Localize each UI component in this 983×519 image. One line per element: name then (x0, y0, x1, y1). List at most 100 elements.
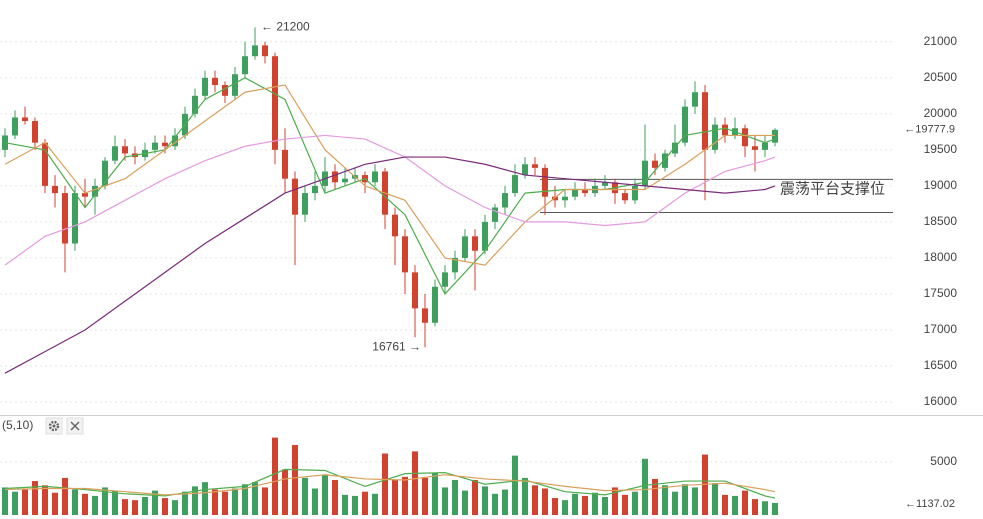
candle-body (642, 160, 648, 186)
candle-body (562, 196, 568, 201)
y-tick-label: 21000 (924, 34, 958, 48)
candle-body (472, 236, 478, 251)
volume-bar (502, 489, 508, 515)
candle-body (532, 164, 538, 168)
y-tick-label: 20000 (924, 106, 958, 120)
y-tick-label: 20500 (924, 70, 958, 84)
candle-body (442, 272, 448, 287)
y-tick-label: 18500 (924, 214, 958, 228)
volume-bar (462, 490, 468, 515)
candle-body (652, 160, 658, 168)
candle-body (622, 193, 628, 201)
volume-bar (122, 499, 128, 515)
volume-bar (92, 495, 98, 515)
volume-tick-label: 5000 (930, 454, 957, 468)
volume-bar (632, 491, 638, 515)
volume-bar (142, 496, 148, 515)
volume-bar (402, 476, 408, 515)
volume-bar (622, 494, 628, 515)
volume-bar (482, 486, 488, 515)
candle-body (482, 221, 488, 251)
candle-body (602, 182, 608, 186)
candle-body (272, 56, 278, 150)
candle-body (692, 92, 698, 107)
volume-bar (392, 480, 398, 515)
volume-bar (222, 491, 228, 515)
ma-line (4, 84, 775, 266)
volume-bar (282, 469, 288, 515)
candle-body (462, 236, 468, 258)
volume-panel-label: (5,10) (2, 418, 33, 432)
y-tick-label: 16000 (924, 394, 958, 408)
candle-body (742, 128, 748, 147)
candle-body (392, 214, 398, 237)
candle-body (772, 129, 778, 143)
volume-bar (602, 496, 608, 515)
volume-bar (272, 437, 278, 515)
volume-bar (312, 488, 318, 515)
candle-body (302, 193, 308, 215)
volume-bar (542, 488, 548, 515)
volume-bar (672, 491, 678, 515)
volume-bar (372, 493, 378, 515)
volume-bar (22, 489, 28, 515)
candle-body (372, 171, 378, 183)
volume-bar (512, 455, 518, 515)
volume-bar (152, 490, 158, 515)
volume-bar (532, 485, 538, 515)
volume-bar (352, 495, 358, 515)
y-tick-label: 18000 (924, 250, 958, 264)
candle-body (312, 185, 318, 194)
volume-bar (662, 485, 668, 515)
settings-icon[interactable] (45, 417, 63, 435)
y-tick-label: 19500 (924, 142, 958, 156)
candle-body (722, 124, 728, 136)
close-icon[interactable] (66, 417, 84, 435)
candle-body (72, 193, 78, 244)
volume-bar (2, 487, 8, 515)
volume-bar (582, 495, 588, 515)
candle-body (502, 193, 508, 208)
candle-body (492, 207, 498, 222)
volume-bar (362, 491, 368, 515)
candle-body (712, 124, 718, 150)
candle-body (262, 45, 268, 57)
candle-body (22, 117, 28, 122)
candle-body (162, 142, 168, 147)
candle-body (92, 185, 98, 197)
candle-body (452, 257, 458, 273)
candle-body (102, 160, 108, 186)
candle-body (582, 189, 588, 194)
ma-line (4, 156, 776, 374)
volume-bar (552, 498, 558, 515)
volume-bar (262, 487, 268, 515)
volume-bar (412, 451, 418, 515)
volume-bar (422, 477, 428, 515)
y-tick-label: 17000 (924, 322, 958, 336)
volume-bar (252, 482, 258, 515)
volume-bar (642, 458, 648, 515)
y-tick-label: 17500 (924, 286, 958, 300)
high-label: ← 21200 (261, 20, 310, 34)
candle-body (522, 164, 528, 176)
candle-body (202, 77, 208, 96)
candle-body (572, 189, 578, 197)
candle-body (222, 85, 228, 96)
candle-body (212, 77, 218, 86)
y-tick-label: 16500 (924, 358, 958, 372)
candle-body (82, 193, 88, 197)
volume-ma-line (4, 474, 776, 496)
volume-bar (192, 486, 198, 515)
candle-body (62, 193, 68, 244)
volume-bar (212, 489, 218, 515)
volume-bar (442, 487, 448, 515)
candle-body (632, 185, 638, 201)
volume-bar (562, 500, 568, 515)
volume-bar (322, 474, 328, 515)
candle-body (32, 121, 38, 143)
candle-body (112, 146, 118, 161)
volume-bar (762, 501, 768, 515)
candle-body (402, 236, 408, 273)
candle-body (122, 146, 128, 154)
volume-bar (292, 445, 298, 515)
